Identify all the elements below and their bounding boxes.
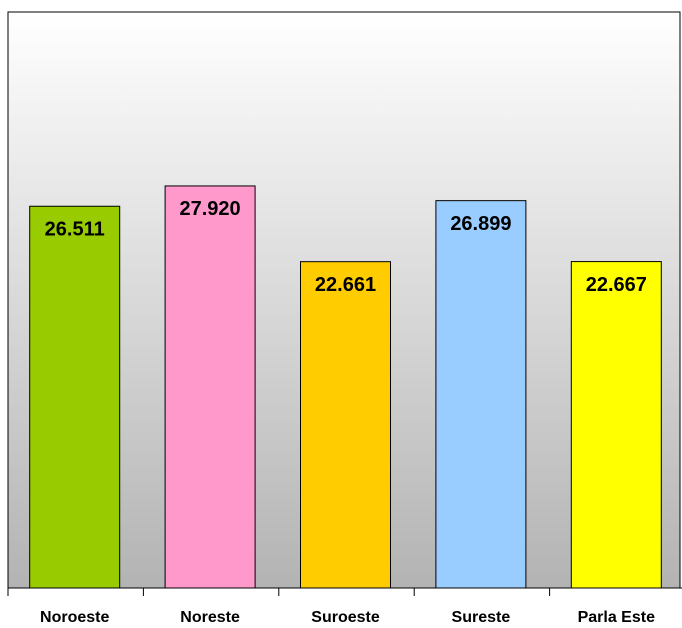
bar: [570, 261, 662, 589]
x-tick-label: Suroeste: [311, 609, 380, 626]
value-label: 26.899: [450, 213, 511, 235]
bar: [435, 200, 527, 589]
bar: [300, 261, 391, 589]
value-label: 26.511: [45, 219, 105, 241]
value-label: 27.920: [180, 198, 241, 220]
value-label: 22.661: [315, 274, 376, 296]
bar: [164, 185, 256, 589]
x-tick-label: Parla Este: [578, 609, 655, 626]
bar: [29, 205, 121, 589]
x-tick-label: Noreste: [180, 609, 240, 626]
x-tick-label: Sureste: [452, 609, 511, 626]
value-label: 22.667: [586, 274, 647, 296]
x-tick-label: Noroeste: [40, 609, 109, 626]
